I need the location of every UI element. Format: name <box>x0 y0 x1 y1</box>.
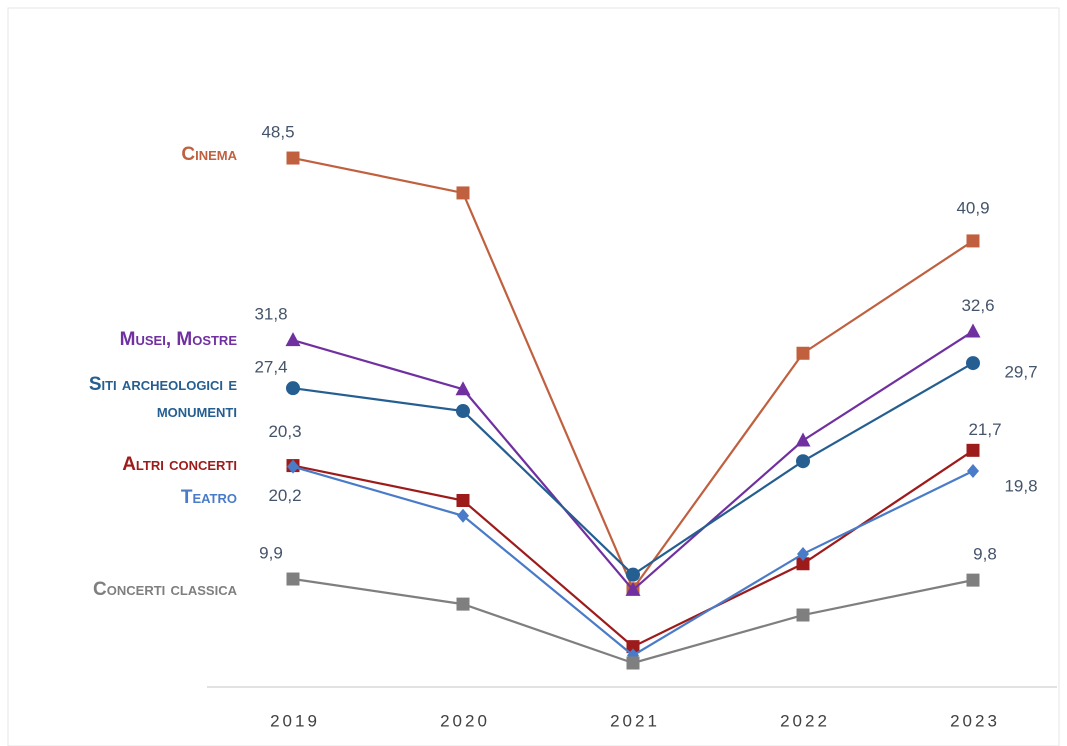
series-label: Siti archeologici e monumenti <box>88 374 237 422</box>
series-label: Concerti classica <box>93 579 237 600</box>
x-tick-label: 2023 <box>950 711 1000 730</box>
data-label: 19,8 <box>1004 477 1037 496</box>
marker <box>796 608 810 622</box>
marker <box>456 597 470 611</box>
series-line <box>292 465 974 657</box>
frame <box>7 7 1060 746</box>
data-label: 20,2 <box>268 486 301 505</box>
marker <box>796 346 810 360</box>
marker <box>966 234 980 248</box>
marker <box>796 454 810 469</box>
marker <box>967 464 979 479</box>
marker <box>626 567 640 582</box>
marker <box>455 381 471 396</box>
data-label: 9,9 <box>259 544 283 563</box>
data-label: 20,3 <box>268 422 301 441</box>
series-label: Teatro <box>180 487 237 508</box>
x-tick-label: 2020 <box>440 711 490 730</box>
series-label: Cinema <box>181 144 237 165</box>
x-tick-label: 2021 <box>610 711 660 730</box>
series-line <box>292 330 974 592</box>
data-label: 31,8 <box>254 305 287 324</box>
marker <box>626 640 640 654</box>
marker <box>626 656 640 670</box>
data-label: 48,5 <box>261 123 294 142</box>
marker <box>286 572 300 586</box>
data-label: 32,6 <box>961 296 994 315</box>
series-line <box>292 156 974 592</box>
series-label: Musei, Mostre <box>119 329 237 350</box>
x-tick-label: 2022 <box>780 711 830 730</box>
marker <box>285 332 301 347</box>
marker <box>795 432 811 447</box>
data-label: 27,4 <box>254 358 287 377</box>
marker <box>797 546 809 561</box>
x-tick-label: 2019 <box>270 711 320 730</box>
data-label: 40,9 <box>956 198 989 217</box>
marker <box>286 151 300 165</box>
marker <box>457 508 469 523</box>
marker <box>456 186 470 200</box>
marker <box>625 581 641 596</box>
marker <box>796 557 810 571</box>
marker <box>966 356 980 371</box>
series-line <box>292 449 974 648</box>
marker <box>456 404 470 419</box>
data-label: 21,7 <box>968 420 1001 439</box>
series-line <box>292 362 974 577</box>
marker <box>287 459 299 474</box>
series-label: Altri concerti <box>122 454 237 475</box>
data-label: 9,8 <box>973 545 997 564</box>
marker <box>456 493 470 507</box>
marker <box>966 443 980 457</box>
data-label: 29,7 <box>1004 363 1037 382</box>
marker <box>966 573 980 587</box>
marker <box>965 323 981 338</box>
marker <box>286 381 300 396</box>
